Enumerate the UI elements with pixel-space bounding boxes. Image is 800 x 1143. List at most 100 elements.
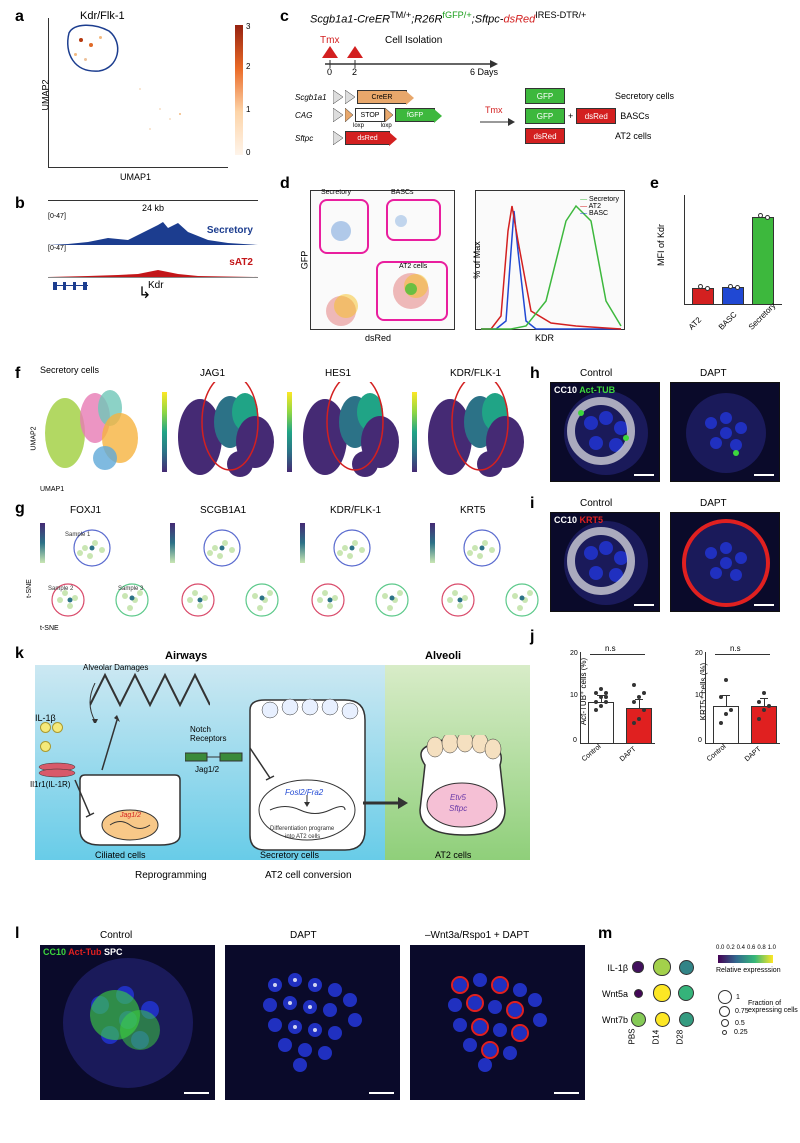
data-point [637,717,641,721]
hist-ylabel: % of Max [472,241,482,279]
track1: Secretory [48,220,258,245]
gate-at2 [376,261,448,321]
g-expr-plot [170,518,290,628]
day2: 2 [352,67,357,77]
j-bar [626,708,652,744]
reprog-label: Reprogramming [135,870,207,881]
at2-cell: Etv5 Sftpc [405,735,520,845]
data-point [758,213,763,218]
scale-bar [554,1092,579,1094]
m-frac-label: Fraction ofexpressing cells [748,1000,798,1014]
cat-at2: AT2 [687,315,703,331]
day6: 6 Days [470,67,498,77]
l-cond3: –Wnt3a/Rspo1 + DAPT [425,930,529,941]
data-point [765,215,770,220]
tmx-arrow-label: Tmx [485,105,503,115]
umap-point [139,88,141,90]
j-sig: n.s [730,644,741,653]
gt-part: ;Sftpc- [472,14,504,26]
gt-part: fGFP/+ [442,10,471,20]
l-markers: CC10 Act-Tub SPC [43,947,123,957]
svg-text:Sample 3: Sample 3 [118,586,144,592]
umap-point [169,118,171,120]
creer-box: CreER [357,90,407,104]
m-dot [679,960,694,975]
data-point [719,695,723,699]
panel-a-ylabel: UMAP2 [41,79,51,110]
cbar-tick: 2 [246,62,250,71]
m-frac-legend: 1 0.75 0.5 0.25 [718,990,749,1036]
j-bar [588,702,614,745]
e-ylabel: MFI of Kdr [656,224,666,266]
secretory-label: Secretory cells [260,850,319,860]
error-bar [726,696,727,705]
svg-text:Jag1/2: Jag1/2 [119,812,141,819]
loxp: loxp [353,123,364,129]
m-dot [678,985,694,1001]
l-control: CC10 Act-Tub SPC [40,945,215,1100]
f-plot-title: HES1 [325,368,351,379]
out-label: AT2 cells [615,131,651,141]
m-row-label: Wnt7b [596,1015,628,1025]
m-dot [653,984,670,1001]
data-point [599,687,603,691]
panel-l-label: l [15,925,19,943]
svg-text:Sftpc: Sftpc [449,804,467,813]
loxp: loxp [381,123,392,129]
panel-a-xlabel: UMAP1 [120,172,151,182]
svg-text:Etv5: Etv5 [450,793,467,802]
cbar-tick: 1 [246,105,250,114]
cbar-tick: 3 [246,22,250,31]
m-expr-ticks: 0.00.20.40.60.81.0 [716,945,776,951]
data-point [604,700,608,704]
scale-bar [369,1092,394,1094]
out-label: Secretory cells [615,91,674,101]
cell-isolation: Cell Isolation [385,35,442,46]
panel-j-label: j [530,628,534,646]
m-row-label: Wnt5a [596,989,628,999]
svg-text:Sample 1: Sample 1 [65,532,91,538]
h-cond1: Control [580,368,612,379]
data-point [604,695,608,699]
data-point [729,708,733,712]
data-point [728,284,733,289]
facs-ylabel: GFP [299,251,309,270]
scale-bar [754,474,774,476]
j-cat: DAPT [619,746,638,763]
track2-name: sAT2 [229,257,253,268]
damage-icon [90,670,210,710]
error-bar [764,699,765,705]
panel-f-label: f [15,365,20,383]
gate-label: AT2 cells [399,263,427,270]
promoter: CAG [295,111,333,120]
panel-c-label: c [280,8,289,26]
l-cond2: DAPT [290,930,317,941]
l-dapt [225,945,400,1100]
alveoli-title: Alveoli [425,650,461,662]
j-chart: KRT5⁺ cells (%) 20 10 0 n.s Control DAPT [685,642,790,762]
m-dot [679,1012,694,1027]
h-dapt-img [670,382,780,482]
gt-part: Scgb1a1-CreER [310,14,390,26]
m-col-label: PBS [628,1028,637,1044]
gate-label: Secretory [321,189,351,196]
data-point [599,695,603,699]
f-rowlabel: Secretory cells [40,365,99,375]
panel-m-dotplot: IL-1βWnt5aWnt7b PBSD14D28 0.00.20.40.60.… [598,955,788,1125]
error-cap [722,695,730,696]
panel-c-timeline: Tmx 0 2 6 Days Cell Isolation [320,35,520,81]
h-control-img: CC10 Act-TUB [550,382,660,482]
out-gfp: GFP [525,88,565,104]
panel-k-label: k [15,645,24,663]
scale-bar [754,604,774,606]
track2-range: [0-47] [48,245,258,252]
f-expr-plot [420,382,535,487]
leg-item: AT2 [589,203,601,210]
f-expr-plot [170,382,285,487]
g-plot-title: KRT5 [460,505,485,516]
scale-bar [184,1092,209,1094]
data-point [757,717,761,721]
m-expr-bar [718,955,773,963]
panel-a-umap [48,18,228,168]
scale-bar [634,474,654,476]
